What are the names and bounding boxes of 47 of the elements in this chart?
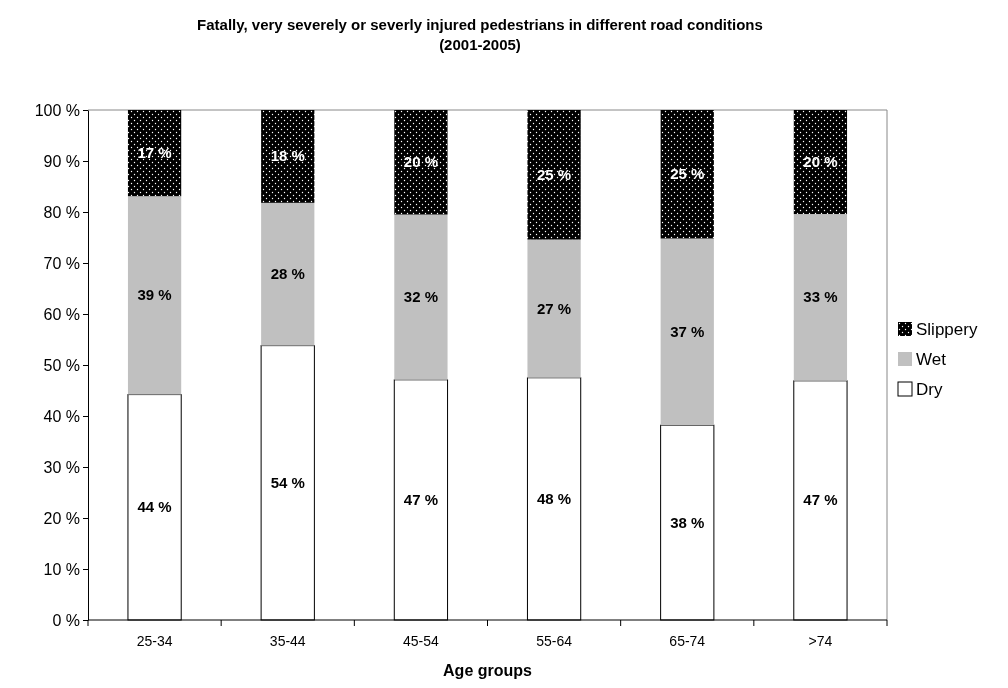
data-label: 28 % <box>270 265 305 283</box>
data-label: 38 % <box>670 513 705 531</box>
data-label: 20 % <box>403 153 439 171</box>
bar <box>660 110 714 239</box>
y-tick-label: 10 % <box>43 560 80 578</box>
data-label: 47 % <box>403 490 439 508</box>
y-tick-label: 70 % <box>43 254 80 272</box>
data-label: 47 % <box>803 491 838 509</box>
y-tick-label: 80 % <box>43 203 80 221</box>
x-axis-title: Age groups <box>443 662 533 679</box>
data-label: 32 % <box>403 288 439 306</box>
data-label: 48 % <box>536 489 572 507</box>
legend-label: Wet <box>916 350 947 369</box>
bar <box>127 110 182 197</box>
y-tick-label: 20 % <box>43 509 80 527</box>
bar <box>527 239 581 378</box>
y-tick-label: 60 % <box>43 305 80 323</box>
y-tick-label: 30 % <box>43 458 80 476</box>
x-tick-label: 45-54 <box>403 633 440 649</box>
data-label: 37 % <box>670 322 705 340</box>
y-tick-label: 0 % <box>52 611 80 629</box>
chart-title: Fatally, very severely or severly injured pedestrians in different road conditions (2001-2005) <box>197 16 763 53</box>
data-label: 39 % <box>137 286 172 304</box>
y-tick-label: 50 % <box>43 356 80 374</box>
bar <box>660 238 714 426</box>
bar <box>394 110 448 215</box>
x-tick-label: 35-44 <box>269 633 306 649</box>
x-tick-label: 65-74 <box>669 633 706 649</box>
bar <box>261 202 315 346</box>
legend-label: Dry <box>916 380 943 399</box>
x-tick-label: 25-34 <box>136 633 173 649</box>
bar <box>793 214 848 381</box>
legend-label: Slippery <box>916 320 978 339</box>
x-tick-label: 55-64 <box>536 633 573 649</box>
y-tick-label: 90 % <box>43 152 80 170</box>
bar <box>793 110 848 215</box>
data-label: 54 % <box>270 473 305 491</box>
bar <box>127 196 182 395</box>
data-label: 27 % <box>536 299 572 317</box>
y-tick-label: 100 % <box>34 101 80 119</box>
data-label: 33 % <box>803 288 838 306</box>
bar <box>261 110 315 203</box>
data-label: 44 % <box>137 498 172 516</box>
x-tick-label: >74 <box>808 633 833 649</box>
bar <box>527 110 581 240</box>
y-tick-label: 40 % <box>43 407 80 425</box>
bar <box>394 214 448 380</box>
